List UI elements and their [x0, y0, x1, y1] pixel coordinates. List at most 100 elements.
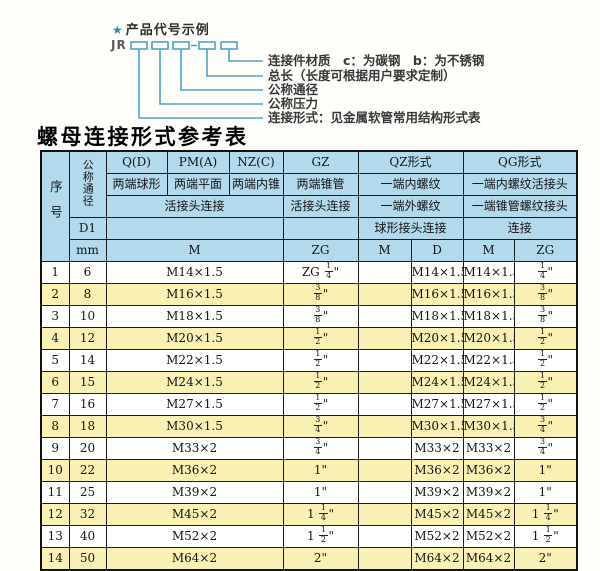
- header-cell-pm-desc: 两端平面: [166, 173, 230, 196]
- header-cell-nominal-diameter: 公称通径: [68, 150, 107, 218]
- diagram-label-length: 总长（长度可根据用户要求定制）: [268, 68, 456, 83]
- table-row: 9 20 M33×2 3 4 " M33×2 M33×2 3 4 ": [40, 437, 578, 460]
- code-box-1: [130, 41, 148, 50]
- cell-zg: 3 8 ": [282, 305, 359, 328]
- cell-qz-d: M36×2: [410, 459, 464, 482]
- cell-zg: ZG 1 4 ": [282, 261, 359, 284]
- diagram-title: 产品代号示例: [125, 23, 210, 38]
- header-cell-gz-union: 活接头连接: [282, 195, 359, 218]
- header-cell-m: M: [105, 239, 284, 262]
- header-cell-qz-row2: 一端内螺纹: [357, 173, 464, 196]
- diagram-label-diameter: 公称通径: [268, 82, 319, 97]
- nominal-diameter-label: 公称通径: [81, 159, 95, 208]
- cell-dn: 18: [68, 415, 107, 438]
- cell-qz-d: M16×1.5: [410, 283, 464, 306]
- serial-label: 序号: [47, 179, 63, 231]
- cell-m: M16×1.5: [105, 283, 284, 306]
- cell-serial: 7: [40, 393, 70, 416]
- cell-qg-m: M24×1.5: [462, 371, 515, 394]
- code-prefix: JR: [111, 38, 127, 52]
- cell-qg-zg: 3 4 ": [513, 437, 578, 460]
- cell-dn: 20: [68, 437, 107, 460]
- cell-qg-m: M16×1.5: [462, 283, 515, 306]
- cell-qz-m: [357, 283, 412, 306]
- cell-qz-m: [357, 327, 412, 350]
- cell-m: M39×2: [105, 481, 284, 504]
- cell-m: M18×1.5: [105, 305, 284, 328]
- cell-qg-m: M18×1.5: [462, 305, 515, 328]
- cell-m: M20×1.5: [105, 327, 284, 350]
- header-cell-nz-code: NZ(C): [228, 150, 284, 174]
- cell-qg-m: M36×2: [462, 459, 515, 482]
- code-box-2: [151, 41, 169, 50]
- cell-qz-m: [357, 437, 412, 460]
- header-cell-qz-row3: 一端外螺纹: [357, 195, 464, 218]
- cell-zg: 1 2 ": [282, 349, 359, 372]
- code-box-4: [198, 41, 216, 50]
- table-row: 11 25 M39×2 1" M39×2 M39×2 1": [40, 481, 578, 504]
- cell-m: M36×2: [105, 459, 284, 482]
- cell-qz-d: M27×1.5: [410, 393, 464, 416]
- header-cell-qz-d: D: [410, 239, 464, 262]
- table-row: 10 22 M36×2 1" M36×2 M36×2 1": [40, 459, 578, 482]
- header-cell-d1: D1: [68, 217, 107, 240]
- cell-dn: 25: [68, 481, 107, 504]
- cell-qg-m: M27×1.5: [462, 393, 515, 416]
- cell-dn: 32: [68, 503, 107, 526]
- connector-line-form: [138, 49, 263, 119]
- cell-serial: 9: [40, 437, 70, 460]
- cell-zg: 1 2 ": [282, 327, 359, 350]
- header-cell-pm-code: PM(A): [166, 150, 230, 174]
- cell-qg-zg: 1 2 ": [513, 349, 578, 372]
- cell-dn: 10: [68, 305, 107, 328]
- cell-serial: 5: [40, 349, 70, 372]
- cell-qz-m: [357, 459, 412, 482]
- cell-qz-m: [357, 547, 412, 571]
- diagram-label-material: 连接件材质 c：为碳钢 b：为不锈钢: [268, 53, 485, 68]
- header-cell-blank-gz: [282, 217, 359, 240]
- cell-m: M22×1.5: [105, 349, 284, 372]
- connector-line-length: [206, 49, 263, 77]
- cell-m: M14×1.5: [105, 261, 284, 284]
- table-header: 序号 公称通径 Q(D) PM(A) NZ(C) GZ QZ形式 QG形式 两端…: [40, 150, 578, 262]
- cell-qg-m: M39×2: [462, 481, 515, 504]
- header-cell-qg-row2: 一端内螺纹活接头: [462, 173, 578, 196]
- cell-zg: 1 2 ": [282, 393, 359, 416]
- header-cell-union-joint: 活接头连接: [105, 195, 284, 218]
- header-cell-qz-m: M: [357, 239, 412, 262]
- cell-qg-zg: 3 8 ": [513, 283, 578, 306]
- table-row: 14 50 M64×2 2" M64×2 M64×2 2": [40, 547, 578, 571]
- cell-serial: 1: [40, 261, 70, 284]
- cell-zg: 1": [282, 459, 359, 482]
- connector-line-material: [228, 49, 263, 62]
- cell-dn: 22: [68, 459, 107, 482]
- header-cell-nz-desc: 两端内锥: [228, 173, 284, 196]
- cell-serial: 3: [40, 305, 70, 328]
- cell-m: M33×2: [105, 437, 284, 460]
- cell-qg-m: M64×2: [462, 547, 515, 571]
- cell-qg-zg: 1": [513, 481, 578, 504]
- header-cell-serial: 序号: [40, 150, 70, 262]
- cell-qg-m: M30×1.5: [462, 415, 515, 438]
- cell-dn: 8: [68, 283, 107, 306]
- cell-qz-m: [357, 349, 412, 372]
- cell-serial: 2: [40, 283, 70, 306]
- cell-qz-d: M22×1.5: [410, 349, 464, 372]
- cell-serial: 10: [40, 459, 70, 482]
- cell-qg-m: M33×2: [462, 437, 515, 460]
- cell-qg-zg: 3 4 ": [513, 415, 578, 438]
- header-cell-q-code: Q(D): [105, 150, 168, 174]
- cell-qz-m: [357, 481, 412, 504]
